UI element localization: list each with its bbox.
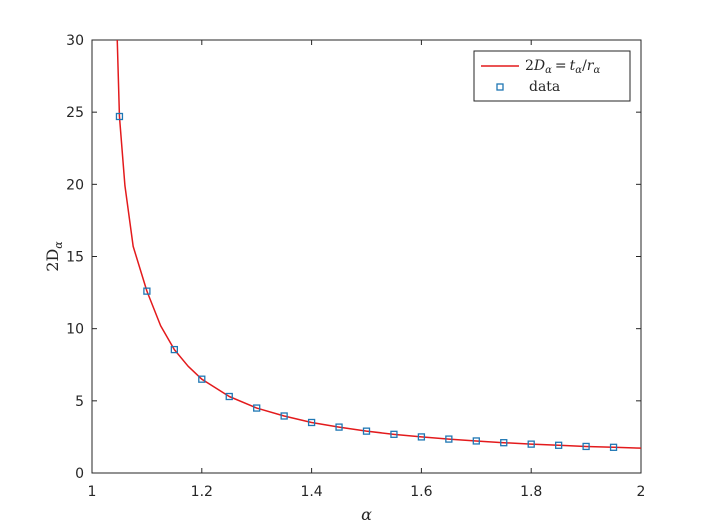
data-point <box>253 404 261 412</box>
legend-marker-swatch <box>496 83 504 91</box>
legend-slash: / <box>582 58 587 74</box>
legend-lhs-num: 2 <box>525 58 534 74</box>
plot-frame <box>91 39 642 474</box>
y-axis-title-main: 2D <box>43 249 62 272</box>
y-axis-title: 2Dα <box>43 241 65 272</box>
legend-lhs-var: D <box>533 58 545 74</box>
data-point <box>445 435 453 443</box>
y-tick-label: 20 <box>66 177 84 193</box>
series-layer <box>115 39 642 451</box>
legend-r-var: r <box>587 58 595 74</box>
y-tick-label: 25 <box>66 105 84 121</box>
legend-lhs-sub: α <box>545 65 552 76</box>
x-axis: 1 1.2 1.4 1.6 1.8 2 <box>88 40 646 500</box>
data-point <box>307 418 316 427</box>
data-point <box>335 423 343 431</box>
data-point <box>582 442 590 451</box>
y-tick-label: 5 <box>75 394 84 410</box>
data-point <box>170 345 179 354</box>
series-line-fit <box>116 39 642 449</box>
x-tick-label: 1 <box>88 484 97 500</box>
data-point <box>280 412 288 420</box>
data-point <box>500 439 508 447</box>
y-axis: 0 5 10 15 20 25 30 <box>66 33 641 482</box>
data-point <box>555 441 563 449</box>
legend-box <box>473 50 631 102</box>
x-tick-label: 1.2 <box>191 484 213 500</box>
legend-entry-data: data <box>529 79 560 95</box>
y-tick-label: 0 <box>75 466 84 482</box>
data-point <box>527 440 535 448</box>
y-axis-title-subscript: α <box>52 241 65 249</box>
legend-entry-fit: 2Dα = tα/rα <box>525 58 600 76</box>
x-axis-title: α <box>361 505 372 524</box>
data-point <box>390 430 398 438</box>
data-point <box>609 443 618 451</box>
data-point <box>198 375 206 383</box>
legend-t-var: t <box>570 58 576 74</box>
y-tick-label: 10 <box>66 322 84 338</box>
data-point <box>115 112 124 121</box>
data-point <box>417 433 426 441</box>
legend: 2Dα = tα/rα data <box>473 50 631 102</box>
data-point <box>362 427 371 435</box>
y-tick-label: 30 <box>66 33 84 49</box>
data-point <box>143 287 151 295</box>
legend-eq: = <box>555 58 567 74</box>
data-point <box>472 437 480 445</box>
y-tick-label: 15 <box>66 250 84 266</box>
x-tick-label: 2 <box>637 484 646 500</box>
plot-area <box>91 39 642 474</box>
x-tick-label: 1.4 <box>300 484 322 500</box>
legend-r-sub: α <box>593 65 600 76</box>
x-tick-label: 1.8 <box>520 484 542 500</box>
data-point <box>225 392 233 401</box>
x-tick-label: 1.6 <box>410 484 432 500</box>
legend-t-sub: α <box>575 65 582 76</box>
